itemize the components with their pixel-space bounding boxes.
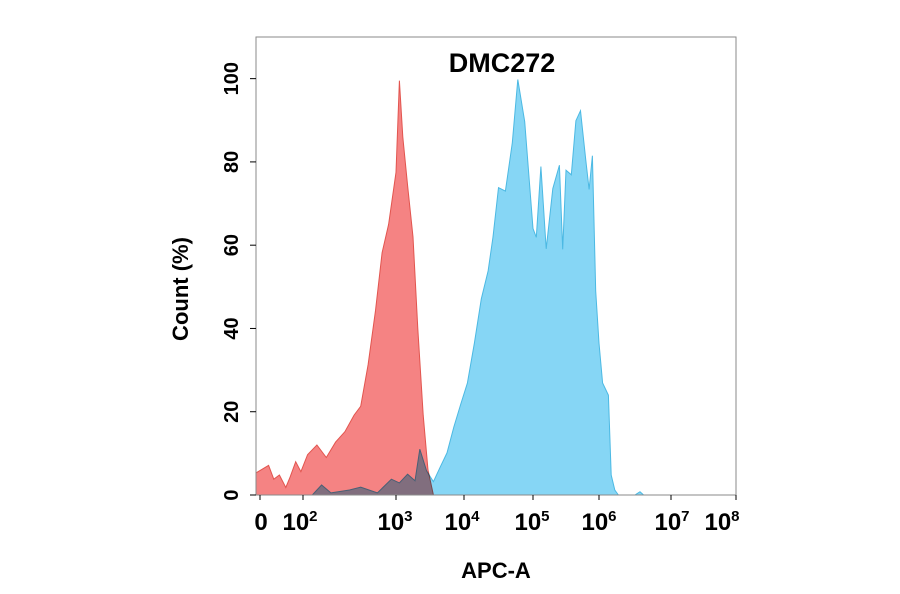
x-tick-label: 105 [514, 508, 549, 536]
x-tick-label: 106 [581, 508, 616, 536]
x-tick-label: 0 [254, 509, 267, 536]
plot-frame [255, 36, 737, 496]
x-axis-title: APC-A [461, 558, 531, 583]
y-tick-label: 60 [221, 234, 243, 256]
y-tick-label: 40 [221, 317, 243, 339]
y-axis-title: Count (%) [168, 237, 193, 341]
y-tick-label: 100 [221, 62, 243, 95]
x-tick-label: 108 [704, 508, 739, 536]
y-tick-label: 0 [221, 489, 243, 500]
y-tick-label: 80 [221, 151, 243, 173]
histogram-series-1 [255, 80, 435, 496]
plot-area [255, 79, 671, 496]
x-tick-label: 107 [654, 508, 689, 536]
x-tick-label: 102 [282, 508, 317, 536]
chart-title: DMC272 [449, 48, 556, 78]
histogram-series-2 [256, 79, 671, 496]
axes: 0 20 40 60 80 100 0 102 103 104 105 106 107 108 [221, 36, 740, 536]
x-tick-label: 103 [377, 508, 412, 536]
y-tick-label: 20 [221, 401, 243, 423]
x-tick-label: 104 [444, 508, 480, 536]
